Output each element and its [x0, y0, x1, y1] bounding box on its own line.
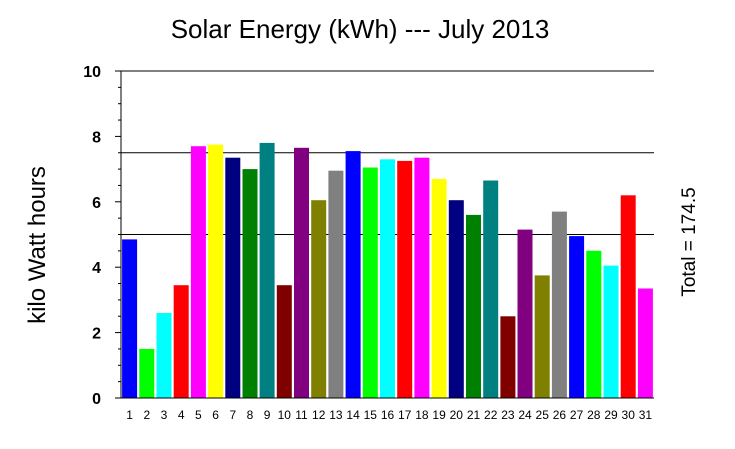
- x-tick-label: 4: [178, 408, 185, 422]
- bar-day-2: [139, 348, 155, 398]
- x-tick-label: 6: [212, 408, 219, 422]
- x-tick-label: 16: [381, 408, 395, 422]
- x-tick-label: 15: [364, 408, 378, 422]
- bar-day-19: [431, 178, 447, 398]
- bars: [122, 142, 653, 399]
- x-tick-label: 8: [247, 408, 254, 422]
- y-tick-label: 8: [92, 129, 101, 146]
- x-tick-label: 20: [450, 408, 464, 422]
- x-tick-label: 23: [501, 408, 515, 422]
- x-tick-label: 18: [415, 408, 429, 422]
- bar-day-5: [190, 146, 206, 398]
- x-tick-label: 27: [570, 408, 584, 422]
- y-tick-label: 10: [83, 64, 101, 81]
- x-tick-label: 17: [398, 408, 412, 422]
- bar-day-22: [483, 180, 499, 398]
- x-tick-label: 5: [195, 408, 202, 422]
- bar-day-10: [276, 285, 292, 398]
- bar-day-13: [328, 170, 344, 398]
- x-tick-label: 28: [587, 408, 601, 422]
- x-tick-label: 9: [264, 408, 271, 422]
- x-tick-label: 3: [161, 408, 168, 422]
- y-tick-label: 2: [92, 326, 101, 343]
- x-tick-label: 1: [126, 408, 133, 422]
- x-tick-label: 24: [518, 408, 532, 422]
- bar-day-11: [294, 147, 309, 398]
- bar-day-16: [380, 159, 395, 398]
- x-tick-label: 30: [622, 408, 636, 422]
- bar-day-21: [466, 214, 481, 398]
- x-tick-label: 25: [536, 408, 550, 422]
- x-tick-label: 7: [229, 408, 236, 422]
- bar-day-6: [208, 144, 224, 398]
- x-tick-label: 10: [278, 408, 292, 422]
- x-ticks: 1 2 3 4 5 6 7 8 9 10 11 12 13 14 15 16 17 18 19 20 21 22 23 24 2…: [126, 408, 652, 422]
- bar-day-23: [500, 316, 516, 399]
- bar-day-24: [517, 229, 533, 398]
- bar-day-1: [122, 239, 138, 398]
- y-ticks: 0 2 4 6 8 10: [83, 64, 121, 408]
- x-tick-label: 13: [329, 408, 343, 422]
- x-tick-label: 19: [432, 408, 446, 422]
- x-tick-label: 11: [295, 408, 308, 422]
- bar-day-25: [534, 275, 550, 398]
- bar-day-31: [637, 288, 653, 398]
- bar-day-15: [362, 167, 378, 398]
- y-tick-label: 0: [92, 391, 101, 408]
- bar-day-8: [242, 169, 258, 398]
- y-tick-label: 4: [92, 260, 101, 277]
- bar-day-12: [311, 200, 327, 398]
- bar-day-27: [569, 236, 585, 398]
- x-tick-label: 29: [604, 408, 618, 422]
- bar-day-17: [397, 160, 413, 398]
- bar-day-20: [448, 200, 464, 398]
- x-tick-label: 21: [467, 408, 481, 422]
- bar-day-18: [414, 157, 430, 398]
- bar-day-29: [603, 265, 619, 398]
- bar-day-4: [173, 285, 189, 398]
- bar-day-3: [156, 313, 172, 398]
- chart-title: Solar Energy (kWh) --- July 2013: [170, 14, 550, 44]
- bar-day-14: [345, 151, 361, 398]
- bar-day-9: [259, 142, 275, 398]
- x-tick-label: 31: [639, 408, 653, 422]
- x-tick-label: 22: [484, 408, 498, 422]
- y-tick-label: 6: [92, 195, 101, 212]
- x-tick-label: 12: [312, 408, 326, 422]
- x-tick-label: 2: [143, 408, 150, 422]
- x-tick-label: 26: [553, 408, 567, 422]
- bar-day-7: [225, 157, 241, 398]
- bar-day-30: [620, 195, 636, 398]
- bar-day-26: [551, 211, 567, 398]
- x-tick-label: 14: [346, 408, 360, 422]
- bar-day-28: [586, 250, 602, 398]
